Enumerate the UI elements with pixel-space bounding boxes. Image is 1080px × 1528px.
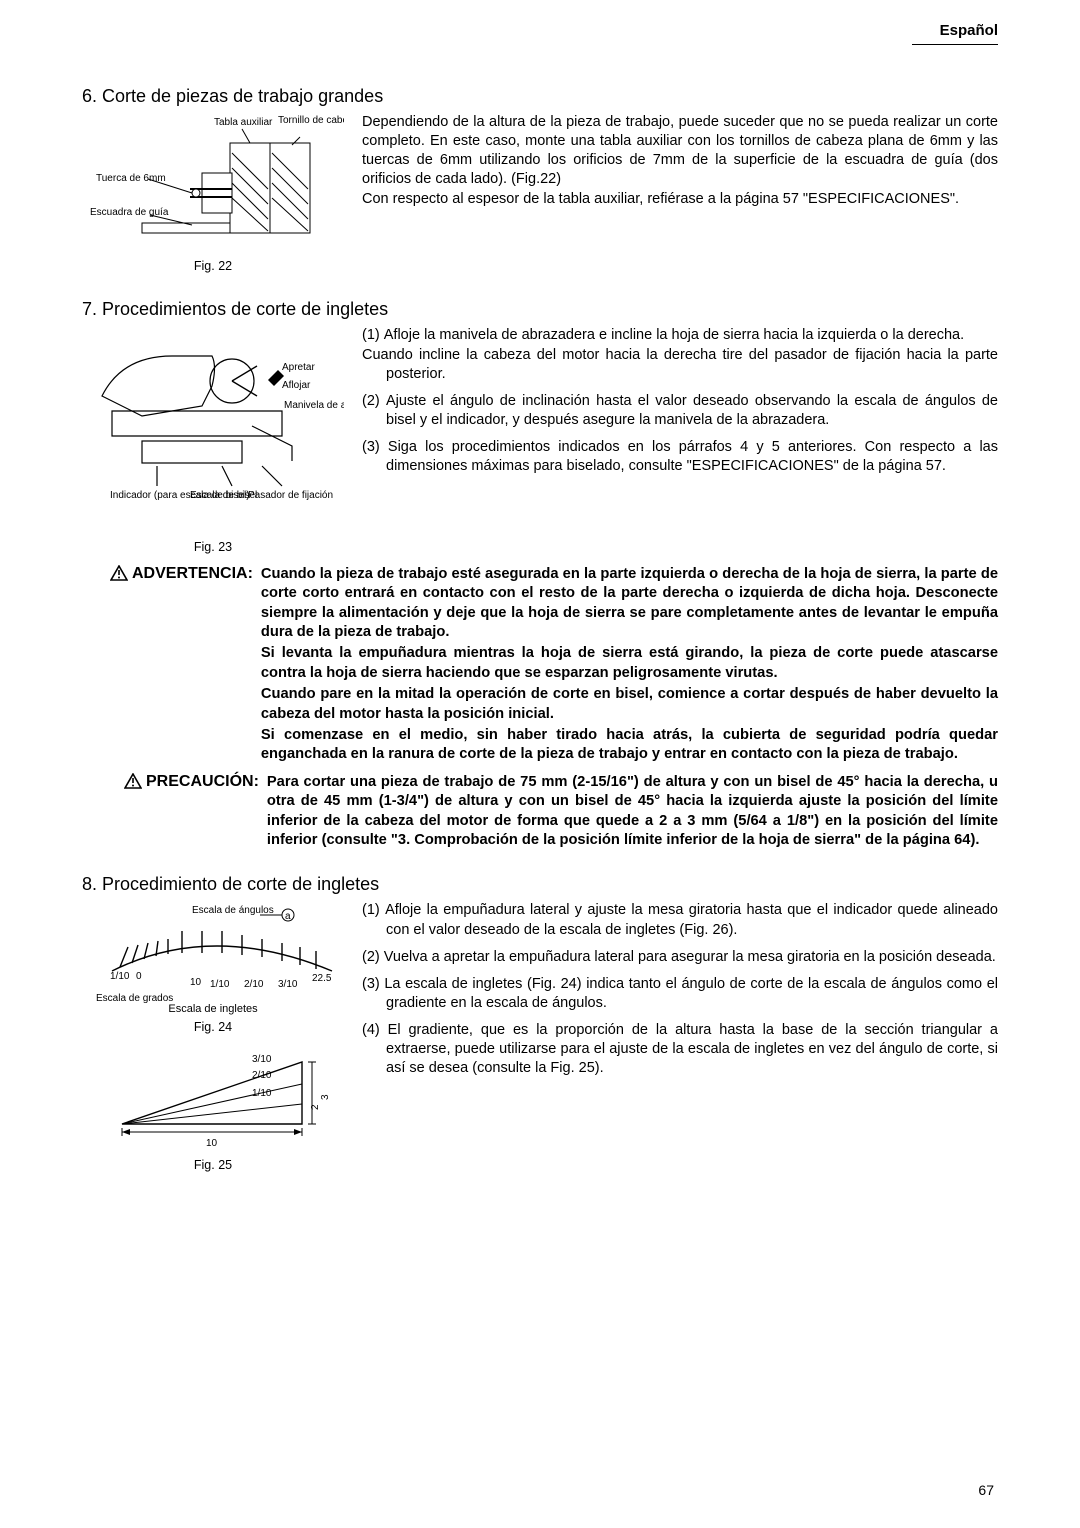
fig-22-caption: Fig. 22 — [194, 259, 232, 273]
svg-text:2/10: 2/10 — [252, 1070, 272, 1081]
svg-text:3/10: 3/10 — [278, 979, 298, 990]
svg-text:Aflojar: Aflojar — [282, 380, 311, 391]
svg-text:Tornillo de cabeza plana de 6m: Tornillo de cabeza plana de 6mm — [278, 115, 344, 126]
section-8-body: (1) Afloje la empuñadura lateral y ajust… — [362, 901, 998, 1086]
svg-text:Indicador (para escala de bise: Indicador (para escala de bisel) — [110, 490, 250, 501]
svg-text:Tabla auxiliar: Tabla auxiliar — [214, 117, 273, 128]
section-6-body: Dependiendo de la altura de la pieza de … — [362, 113, 998, 209]
svg-text:1/10: 1/10 — [110, 971, 130, 982]
precaucion-block: PRECAUCIÓN: Para cortar una pieza de tra… — [82, 773, 998, 853]
figure-23: Apretar Aflojar Manivela de abrazadera P… — [82, 326, 344, 554]
svg-text:Tuerca de 6mm: Tuerca de 6mm — [96, 173, 166, 184]
svg-text:1/10: 1/10 — [210, 979, 230, 990]
fig-25-caption: Fig. 25 — [194, 1158, 232, 1172]
svg-text:Pasador de fijación: Pasador de fijación — [248, 490, 333, 501]
svg-text:a: a — [285, 911, 291, 922]
svg-text:3: 3 — [320, 1094, 331, 1100]
svg-text:2/10: 2/10 — [244, 979, 264, 990]
svg-text:1/10: 1/10 — [252, 1088, 272, 1099]
language-label: Español — [940, 22, 998, 39]
page-number: 67 — [978, 1482, 994, 1498]
figure-22: Tabla auxiliar Tornillo de cabeza plana … — [82, 113, 344, 273]
language-underline — [912, 44, 998, 45]
svg-text:2: 2 — [310, 1104, 321, 1110]
advertencia-block: ADVERTENCIA: Cuando la pieza de trabajo … — [82, 565, 998, 767]
section-7-body: (1) Afloje la manivela de abrazadera e i… — [362, 326, 998, 484]
figure-24-25: Escala de ángulos a 1/10 0 10 1/10 2/10 … — [82, 901, 344, 1172]
section-6-title: 6. Corte de piezas de trabajo grandes — [82, 86, 998, 107]
fig-23-caption: Fig. 23 — [194, 540, 232, 554]
warning-icon — [110, 565, 128, 581]
precaucion-label: PRECAUCIÓN: — [124, 773, 259, 853]
svg-text:10: 10 — [190, 977, 202, 988]
svg-text:Apretar: Apretar — [282, 362, 315, 373]
advertencia-label: ADVERTENCIA: — [110, 565, 253, 767]
fig24-ingletes-label: Escala de ingletes — [168, 1003, 257, 1016]
fig-24-caption: Fig. 24 — [194, 1020, 232, 1034]
section-8-title: 8. Procedimiento de corte de ingletes — [82, 874, 998, 895]
warning-icon — [124, 773, 142, 789]
svg-text:Escala de grados: Escala de grados — [96, 993, 173, 1004]
svg-text:10: 10 — [206, 1138, 218, 1149]
section-7-title: 7. Procedimientos de corte de ingletes — [82, 299, 998, 320]
svg-text:0: 0 — [136, 971, 142, 982]
svg-text:Escala de ángulos: Escala de ángulos — [192, 905, 274, 916]
svg-text:3/10: 3/10 — [252, 1054, 272, 1065]
svg-text:Manivela de abrazadera: Manivela de abrazadera — [284, 400, 344, 411]
svg-text:22.5: 22.5 — [312, 973, 332, 984]
